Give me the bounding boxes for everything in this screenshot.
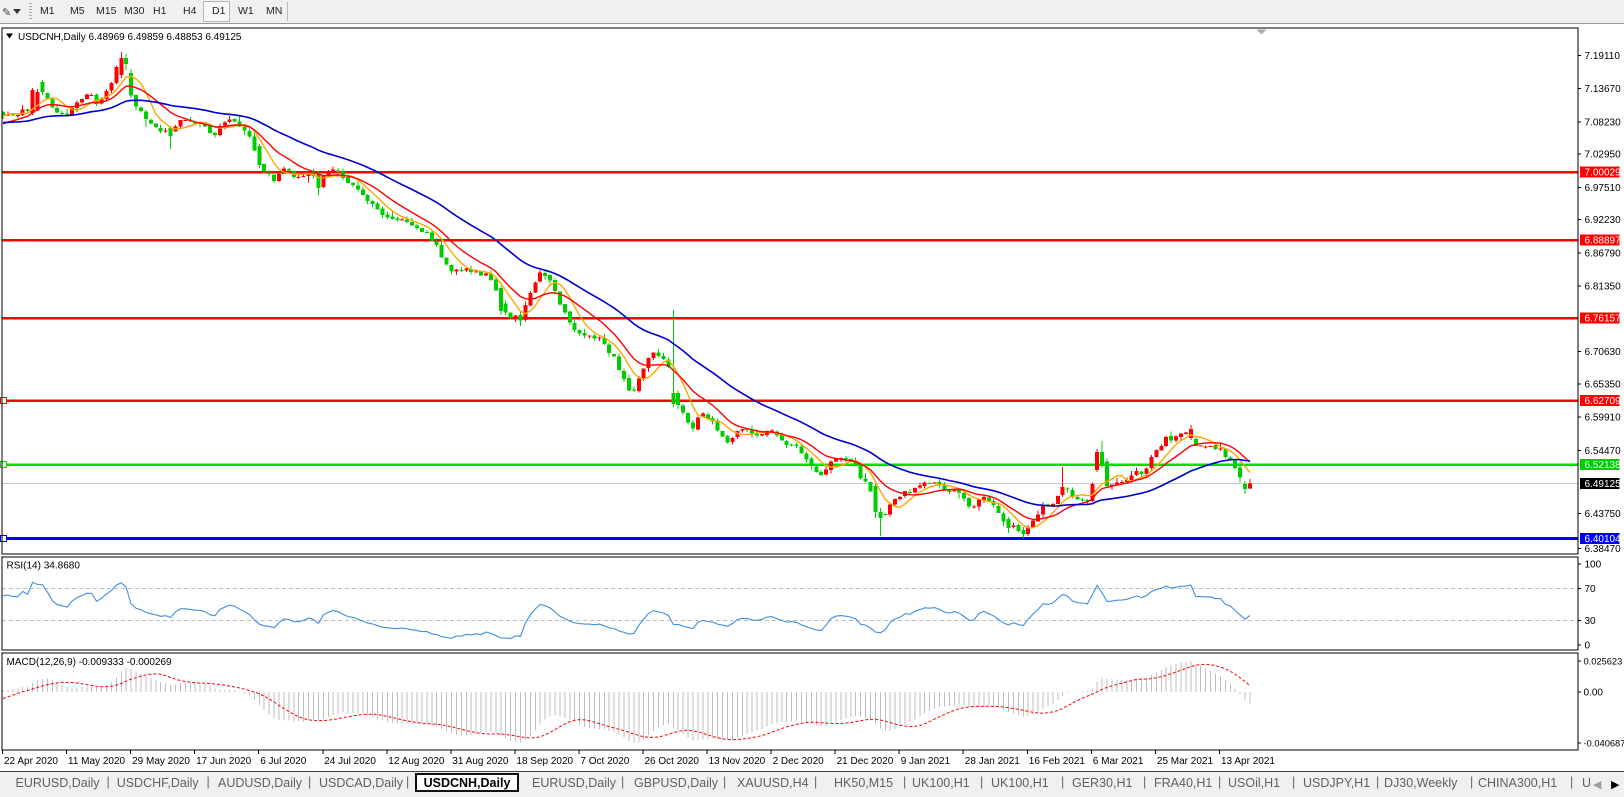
svg-text:17 Jun 2020: 17 Jun 2020: [196, 756, 251, 767]
svg-text:21 Dec 2020: 21 Dec 2020: [837, 756, 894, 767]
svg-text:9 Jan 2021: 9 Jan 2021: [901, 756, 951, 767]
svg-text:6 Mar 2021: 6 Mar 2021: [1093, 756, 1144, 767]
svg-text:7.00029: 7.00029: [1585, 168, 1622, 179]
svg-text:13 Nov 2020: 13 Nov 2020: [709, 756, 766, 767]
svg-text:0.025623: 0.025623: [1584, 657, 1623, 667]
svg-text:6 Jul 2020: 6 Jul 2020: [260, 756, 307, 767]
svg-text:12 Aug 2020: 12 Aug 2020: [388, 756, 445, 767]
svg-text:24 Jul 2020: 24 Jul 2020: [324, 756, 376, 767]
svg-text:USDCNH,Daily 6.48969 6.49859: USDCNH,Daily 6.48969 6.49859 6.48853 6.4…: [18, 32, 242, 43]
svg-text:6.54470: 6.54470: [1585, 446, 1622, 457]
svg-text:6.65350: 6.65350: [1585, 379, 1622, 390]
svg-text:0.00: 0.00: [1584, 688, 1604, 699]
svg-text:7.13670: 7.13670: [1585, 84, 1622, 95]
svg-text:MACD(12,26,9) -0.009333 -0.000: MACD(12,26,9) -0.009333 -0.000269: [7, 657, 173, 668]
svg-text:30: 30: [1585, 616, 1597, 627]
svg-text:31 Aug 2020: 31 Aug 2020: [452, 756, 509, 767]
svg-text:-0.040687: -0.040687: [1584, 739, 1624, 749]
svg-text:6.52138: 6.52138: [1585, 460, 1622, 471]
svg-text:6.70630: 6.70630: [1585, 347, 1622, 358]
svg-text:6.86790: 6.86790: [1585, 248, 1622, 259]
svg-text:6.76157: 6.76157: [1585, 314, 1622, 325]
svg-text:25 Mar 2021: 25 Mar 2021: [1157, 756, 1214, 767]
svg-text:18 Sep 2020: 18 Sep 2020: [516, 756, 573, 767]
svg-text:11 May 2020: 11 May 2020: [68, 756, 126, 767]
svg-text:70: 70: [1585, 584, 1597, 595]
svg-text:26 Oct 2020: 26 Oct 2020: [645, 756, 700, 767]
svg-text:6.62709: 6.62709: [1585, 396, 1622, 407]
svg-text:6.43750: 6.43750: [1585, 509, 1622, 520]
svg-text:6.88897: 6.88897: [1585, 236, 1622, 247]
svg-text:2 Dec 2020: 2 Dec 2020: [773, 756, 825, 767]
svg-text:29 May 2020: 29 May 2020: [132, 756, 190, 767]
svg-text:6.97510: 6.97510: [1585, 183, 1622, 194]
svg-text:7.08230: 7.08230: [1585, 117, 1622, 128]
svg-text:7.02950: 7.02950: [1585, 150, 1622, 161]
svg-text:6.49125: 6.49125: [1585, 479, 1622, 490]
svg-text:0: 0: [1585, 641, 1591, 652]
svg-text:RSI(14) 34.8680: RSI(14) 34.8680: [7, 561, 81, 572]
svg-text:16 Feb 2021: 16 Feb 2021: [1029, 756, 1086, 767]
svg-text:100: 100: [1585, 560, 1602, 571]
svg-text:6.59910: 6.59910: [1585, 413, 1622, 424]
svg-text:6.40104: 6.40104: [1585, 534, 1622, 545]
svg-text:6.92230: 6.92230: [1585, 215, 1622, 226]
svg-text:7.19110: 7.19110: [1585, 51, 1621, 62]
svg-text:6.81350: 6.81350: [1585, 282, 1622, 293]
svg-text:13 Apr 2021: 13 Apr 2021: [1221, 756, 1275, 767]
svg-text:28 Jan 2021: 28 Jan 2021: [965, 756, 1020, 767]
svg-text:7 Oct 2020: 7 Oct 2020: [580, 756, 629, 767]
svg-text:22 Apr 2020: 22 Apr 2020: [4, 756, 58, 767]
svg-text:6.38470: 6.38470: [1585, 544, 1622, 555]
